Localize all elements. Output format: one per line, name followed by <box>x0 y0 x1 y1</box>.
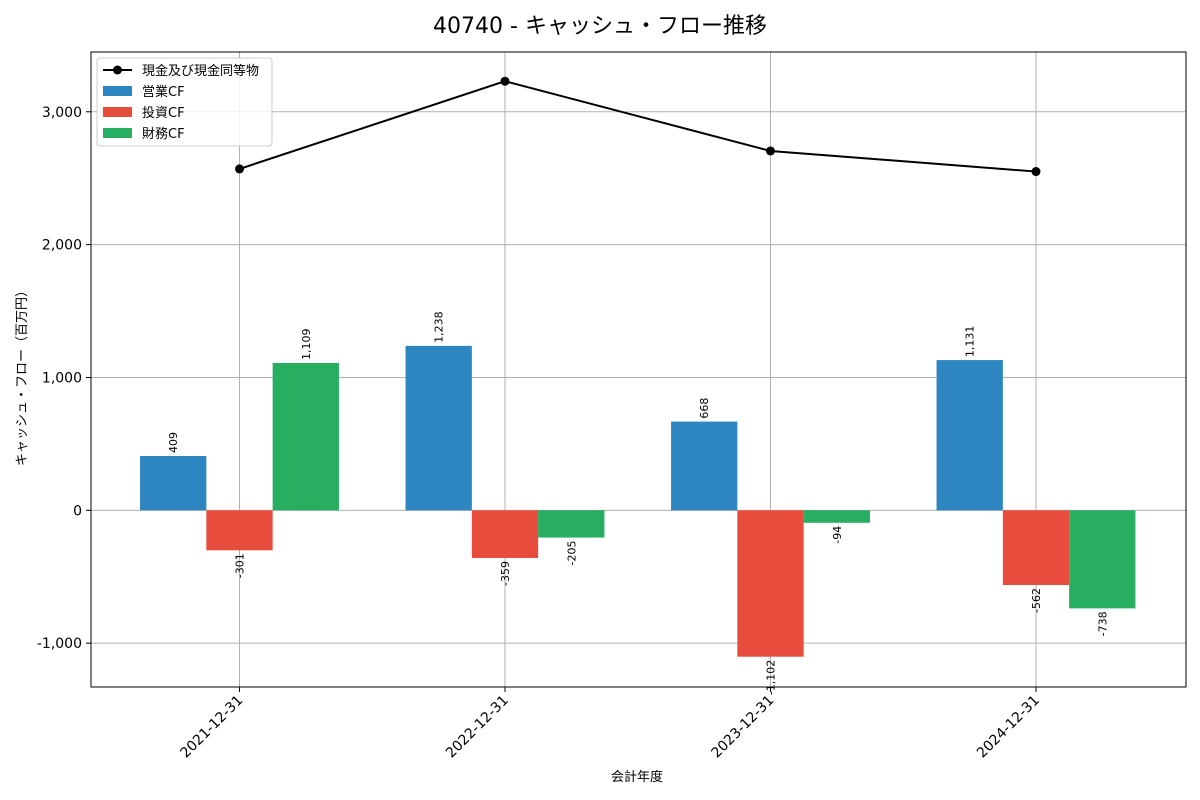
bar-投資CF-2021-12-31 <box>206 510 273 551</box>
legend-label: 財務CF <box>142 127 185 142</box>
data-label: 1,109 <box>300 328 313 360</box>
legend-label: 現金及び現金同等物 <box>142 63 259 79</box>
legend-line-dot <box>113 65 122 75</box>
plot-frame <box>90 51 1187 688</box>
data-label: -562 <box>1030 588 1043 613</box>
x-tick-label: 2024-12-31 <box>974 693 1043 762</box>
cash-line <box>235 76 1041 177</box>
bar-営業CF-2024-12-31 <box>936 360 1003 511</box>
bar-営業CF-2023-12-31 <box>671 421 738 511</box>
legend-swatch-投資CF <box>103 107 132 117</box>
y-tick-label: 1,000 <box>42 370 82 386</box>
bar-投資CF-2022-12-31 <box>471 510 539 559</box>
bar-財務CF-2021-12-31 <box>272 362 339 511</box>
data-label: -205 <box>565 541 578 566</box>
bar-財務CF-2022-12-31 <box>538 510 605 538</box>
data-label: -301 <box>234 553 247 578</box>
x-tick-label: 2022-12-31 <box>443 693 512 762</box>
legend-label: 投資CF <box>142 105 185 121</box>
data-label: 1,131 <box>964 326 977 358</box>
data-label: 409 <box>167 432 180 453</box>
bar-財務CF-2024-12-31 <box>1069 510 1136 609</box>
grid <box>91 52 1186 687</box>
cash-point-2024-12-31 <box>1031 167 1041 177</box>
data-label: -1,102 <box>765 660 778 695</box>
cash-line-path <box>239 80 1037 173</box>
legend-swatch-営業CF <box>103 86 132 96</box>
data-label: -738 <box>1096 611 1109 636</box>
bar-投資CF-2024-12-31 <box>1002 510 1070 585</box>
bar-投資CF-2023-12-31 <box>737 510 804 657</box>
x-tick-label: 2023-12-31 <box>708 693 777 762</box>
cash-point-2023-12-31 <box>766 146 775 156</box>
legend-box <box>96 57 273 147</box>
data-label: -94 <box>831 526 844 544</box>
data-label: 1,238 <box>433 311 446 343</box>
chart-title: 40740 - キャッシュ・フロー推移 <box>433 14 767 39</box>
data-label: 668 <box>698 398 711 419</box>
axes: -1,000 0 1,000 2,000 3,000 2021-12-31 2022-12-… <box>37 105 1043 762</box>
cash-point-2021-12-31 <box>235 164 244 174</box>
y-tick-label: 3,000 <box>42 105 82 121</box>
bar-営業CF-2022-12-31 <box>405 345 472 511</box>
y-tick-label: -1,000 <box>37 636 82 652</box>
y-axis-label: キャッシュ・フロー（百万円） <box>15 284 30 466</box>
bar-財務CF-2023-12-31 <box>803 510 870 523</box>
cash-point-2022-12-31 <box>500 76 510 86</box>
bars: 409 1,238 668 1,131 -301 -359 -1,102 -562 1,109 -… <box>140 311 1136 695</box>
y-tick-label: 0 <box>73 503 82 519</box>
legend-swatch-財務CF <box>103 128 132 138</box>
bar-営業CF-2021-12-31 <box>140 455 207 511</box>
legend-label: 営業CF <box>142 84 185 100</box>
x-axis-label: 会計年度 <box>611 769 663 785</box>
y-tick-label: 2,000 <box>42 238 82 254</box>
data-label: -359 <box>499 561 512 586</box>
x-tick-label: 2021-12-31 <box>177 693 246 762</box>
